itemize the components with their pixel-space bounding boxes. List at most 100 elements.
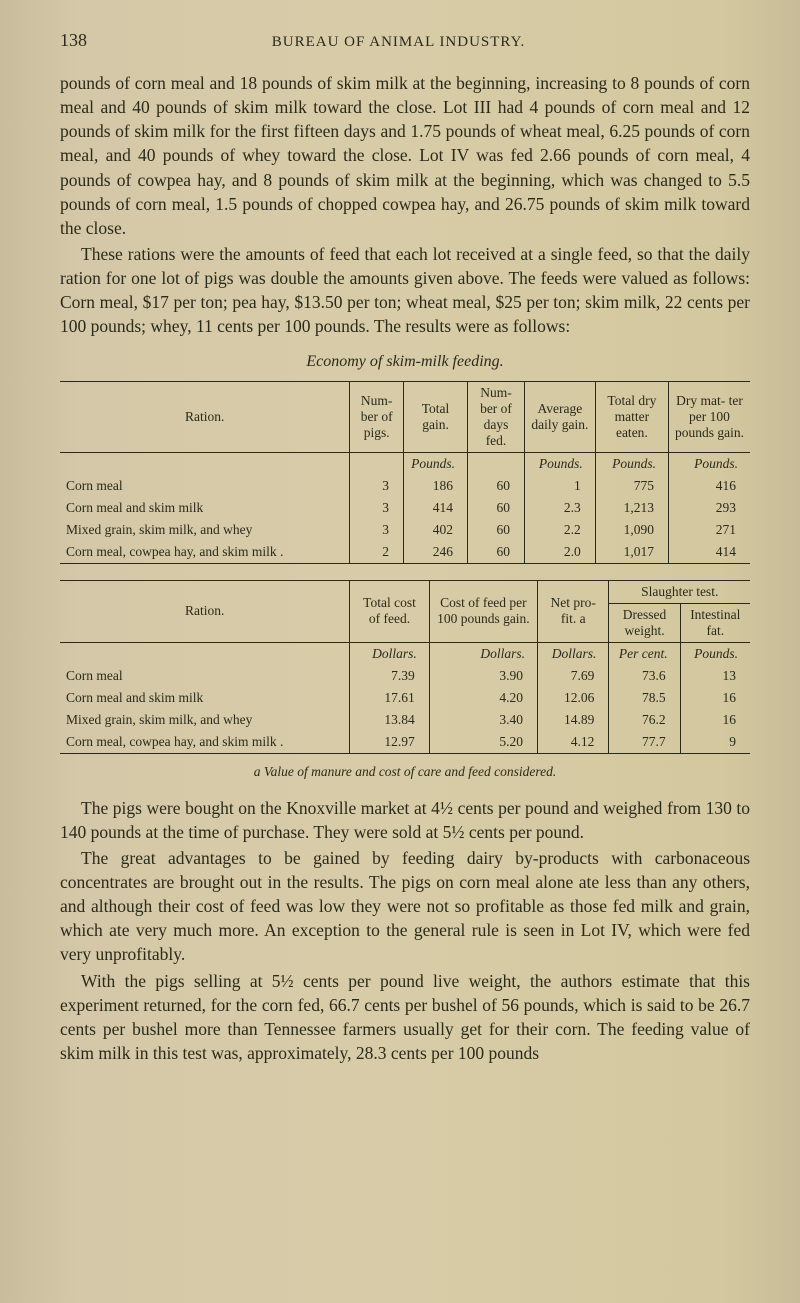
- table-row: Corn meal and skim milk 3 414 60 2.3 1,2…: [60, 497, 750, 519]
- t1-r1-totaldry: 1,213: [595, 497, 668, 519]
- t2-r1-netprofit: 12.06: [538, 687, 609, 709]
- t1-head-numpigs: Num- ber of pigs.: [350, 381, 404, 452]
- t1-r3-numdays: 60: [468, 541, 525, 564]
- t1-r2-numpigs: 3: [350, 519, 404, 541]
- footnote: a Value of manure and cost of care and f…: [60, 764, 750, 780]
- t2-body: Dollars. Dollars. Dollars. Per cent. Pou…: [60, 642, 750, 753]
- t2-r0-totalcost: 7.39: [350, 665, 429, 687]
- t2-r0-ration: Corn meal: [60, 665, 350, 687]
- table-row: Corn meal 7.39 3.90 7.69 73.6 13: [60, 665, 750, 687]
- t2-head-totalcost: Total cost of feed.: [350, 580, 429, 642]
- page-number: 138: [60, 30, 87, 51]
- t1-unit-drymat: Pounds.: [668, 452, 750, 475]
- paragraph-4: The great advantages to be gained by fee…: [60, 846, 750, 967]
- t2-r1-totalcost: 17.61: [350, 687, 429, 709]
- t1-head-numdays: Num- ber of days fed.: [468, 381, 525, 452]
- body-text-block-2: The pigs were bought on the Knoxville ma…: [60, 796, 750, 1066]
- t1-r3-numpigs: 2: [350, 541, 404, 564]
- running-head: BUREAU OF ANIMAL INDUSTRY.: [87, 34, 710, 51]
- t2-r0-intestinal: 13: [680, 665, 750, 687]
- t1-r0-totaldry: 775: [595, 475, 668, 497]
- t2-head-slaughter: Slaughter test.: [609, 580, 750, 603]
- paragraph-3: The pigs were bought on the Knoxville ma…: [60, 796, 750, 844]
- t2-unit-dressed: Per cent.: [609, 642, 680, 665]
- t1-r3-ration: Corn meal, cowpea hay, and skim milk .: [60, 541, 350, 564]
- t1-head-totaldry: Total dry matter eaten.: [595, 381, 668, 452]
- table-row: Corn meal, cowpea hay, and skim milk . 1…: [60, 731, 750, 754]
- t1-r0-totalgain: 186: [404, 475, 468, 497]
- paragraph-5: With the pigs selling at 5½ cents per po…: [60, 969, 750, 1066]
- t1-r1-avgdaily: 2.3: [525, 497, 596, 519]
- table-row: Mixed grain, skim milk, and whey 3 402 6…: [60, 519, 750, 541]
- t2-r3-dressed: 77.7: [609, 731, 680, 754]
- t1-r1-drymat: 293: [668, 497, 750, 519]
- t1-r2-ration: Mixed grain, skim milk, and whey: [60, 519, 350, 541]
- table-2: Ration. Total cost of feed. Cost of feed…: [60, 580, 750, 754]
- t1-unit-totaldry: Pounds.: [595, 452, 668, 475]
- t1-r3-totaldry: 1,017: [595, 541, 668, 564]
- page: 138 BUREAU OF ANIMAL INDUSTRY. pounds of…: [0, 0, 800, 1303]
- t1-head-avgdaily: Average daily gain.: [525, 381, 596, 452]
- t2-head-costfeed: Cost of feed per 100 pounds gain.: [429, 580, 537, 642]
- page-header: 138 BUREAU OF ANIMAL INDUSTRY.: [60, 30, 750, 51]
- t1-unit-totalgain: Pounds.: [404, 452, 468, 475]
- t1-r3-totalgain: 246: [404, 541, 468, 564]
- t2-r1-costfeed: 4.20: [429, 687, 537, 709]
- t2-r0-netprofit: 7.69: [538, 665, 609, 687]
- t1-unit-avgdaily: Pounds.: [525, 452, 596, 475]
- t2-r1-intestinal: 16: [680, 687, 750, 709]
- t2-unit-netprofit: Dollars.: [538, 642, 609, 665]
- t2-r3-totalcost: 12.97: [350, 731, 429, 754]
- t2-r1-ration: Corn meal and skim milk: [60, 687, 350, 709]
- t1-r1-totalgain: 414: [404, 497, 468, 519]
- t1-body: Pounds. Pounds. Pounds. Pounds. Corn mea…: [60, 452, 750, 563]
- t2-r1-dressed: 78.5: [609, 687, 680, 709]
- table-row: Mixed grain, skim milk, and whey 13.84 3…: [60, 709, 750, 731]
- paragraph-2: These rations were the amounts of feed t…: [60, 242, 750, 339]
- t2-unit-totalcost: Dollars.: [350, 642, 429, 665]
- t2-r3-netprofit: 4.12: [538, 731, 609, 754]
- t1-r2-avgdaily: 2.2: [525, 519, 596, 541]
- t1-head-drymat: Dry mat- ter per 100 pounds gain.: [668, 381, 750, 452]
- t1-r0-ration: Corn meal: [60, 475, 350, 497]
- t2-head-dressed: Dressed weight.: [609, 603, 680, 642]
- t2-r2-netprofit: 14.89: [538, 709, 609, 731]
- paragraph-1: pounds of corn meal and 18 pounds of ski…: [60, 71, 750, 240]
- t1-r2-drymat: 271: [668, 519, 750, 541]
- t2-r2-intestinal: 16: [680, 709, 750, 731]
- t2-head-ration: Ration.: [60, 580, 350, 642]
- t2-r3-intestinal: 9: [680, 731, 750, 754]
- body-text-block-1: pounds of corn meal and 18 pounds of ski…: [60, 71, 750, 339]
- t1-r0-avgdaily: 1: [525, 475, 596, 497]
- t2-unit-intestinal: Pounds.: [680, 642, 750, 665]
- t1-r3-drymat: 414: [668, 541, 750, 564]
- t1-r1-numdays: 60: [468, 497, 525, 519]
- table-1: Ration. Num- ber of pigs. Total gain. Nu…: [60, 381, 750, 564]
- t2-r3-ration: Corn meal, cowpea hay, and skim milk .: [60, 731, 350, 754]
- t2-r2-totalcost: 13.84: [350, 709, 429, 731]
- t1-head-totalgain: Total gain.: [404, 381, 468, 452]
- t1-r2-totaldry: 1,090: [595, 519, 668, 541]
- t1-r0-drymat: 416: [668, 475, 750, 497]
- table-row: Corn meal and skim milk 17.61 4.20 12.06…: [60, 687, 750, 709]
- t2-r2-dressed: 76.2: [609, 709, 680, 731]
- t2-r2-costfeed: 3.40: [429, 709, 537, 731]
- t2-r0-costfeed: 3.90: [429, 665, 537, 687]
- table-caption: Economy of skim-milk feeding.: [60, 353, 750, 371]
- t1-r1-ration: Corn meal and skim milk: [60, 497, 350, 519]
- t2-r2-ration: Mixed grain, skim milk, and whey: [60, 709, 350, 731]
- t1-head-ration: Ration.: [60, 381, 350, 452]
- table-row: Corn meal, cowpea hay, and skim milk . 2…: [60, 541, 750, 564]
- t2-head-intestinal: Intestinal fat.: [680, 603, 750, 642]
- t1-r0-numdays: 60: [468, 475, 525, 497]
- t1-r2-numdays: 60: [468, 519, 525, 541]
- t1-r3-avgdaily: 2.0: [525, 541, 596, 564]
- t1-r1-numpigs: 3: [350, 497, 404, 519]
- t2-head-netprofit: Net pro- fit. a: [538, 580, 609, 642]
- table-row: Corn meal 3 186 60 1 775 416: [60, 475, 750, 497]
- t1-r2-totalgain: 402: [404, 519, 468, 541]
- t2-r3-costfeed: 5.20: [429, 731, 537, 754]
- t1-r0-numpigs: 3: [350, 475, 404, 497]
- t2-r0-dressed: 73.6: [609, 665, 680, 687]
- t2-unit-costfeed: Dollars.: [429, 642, 537, 665]
